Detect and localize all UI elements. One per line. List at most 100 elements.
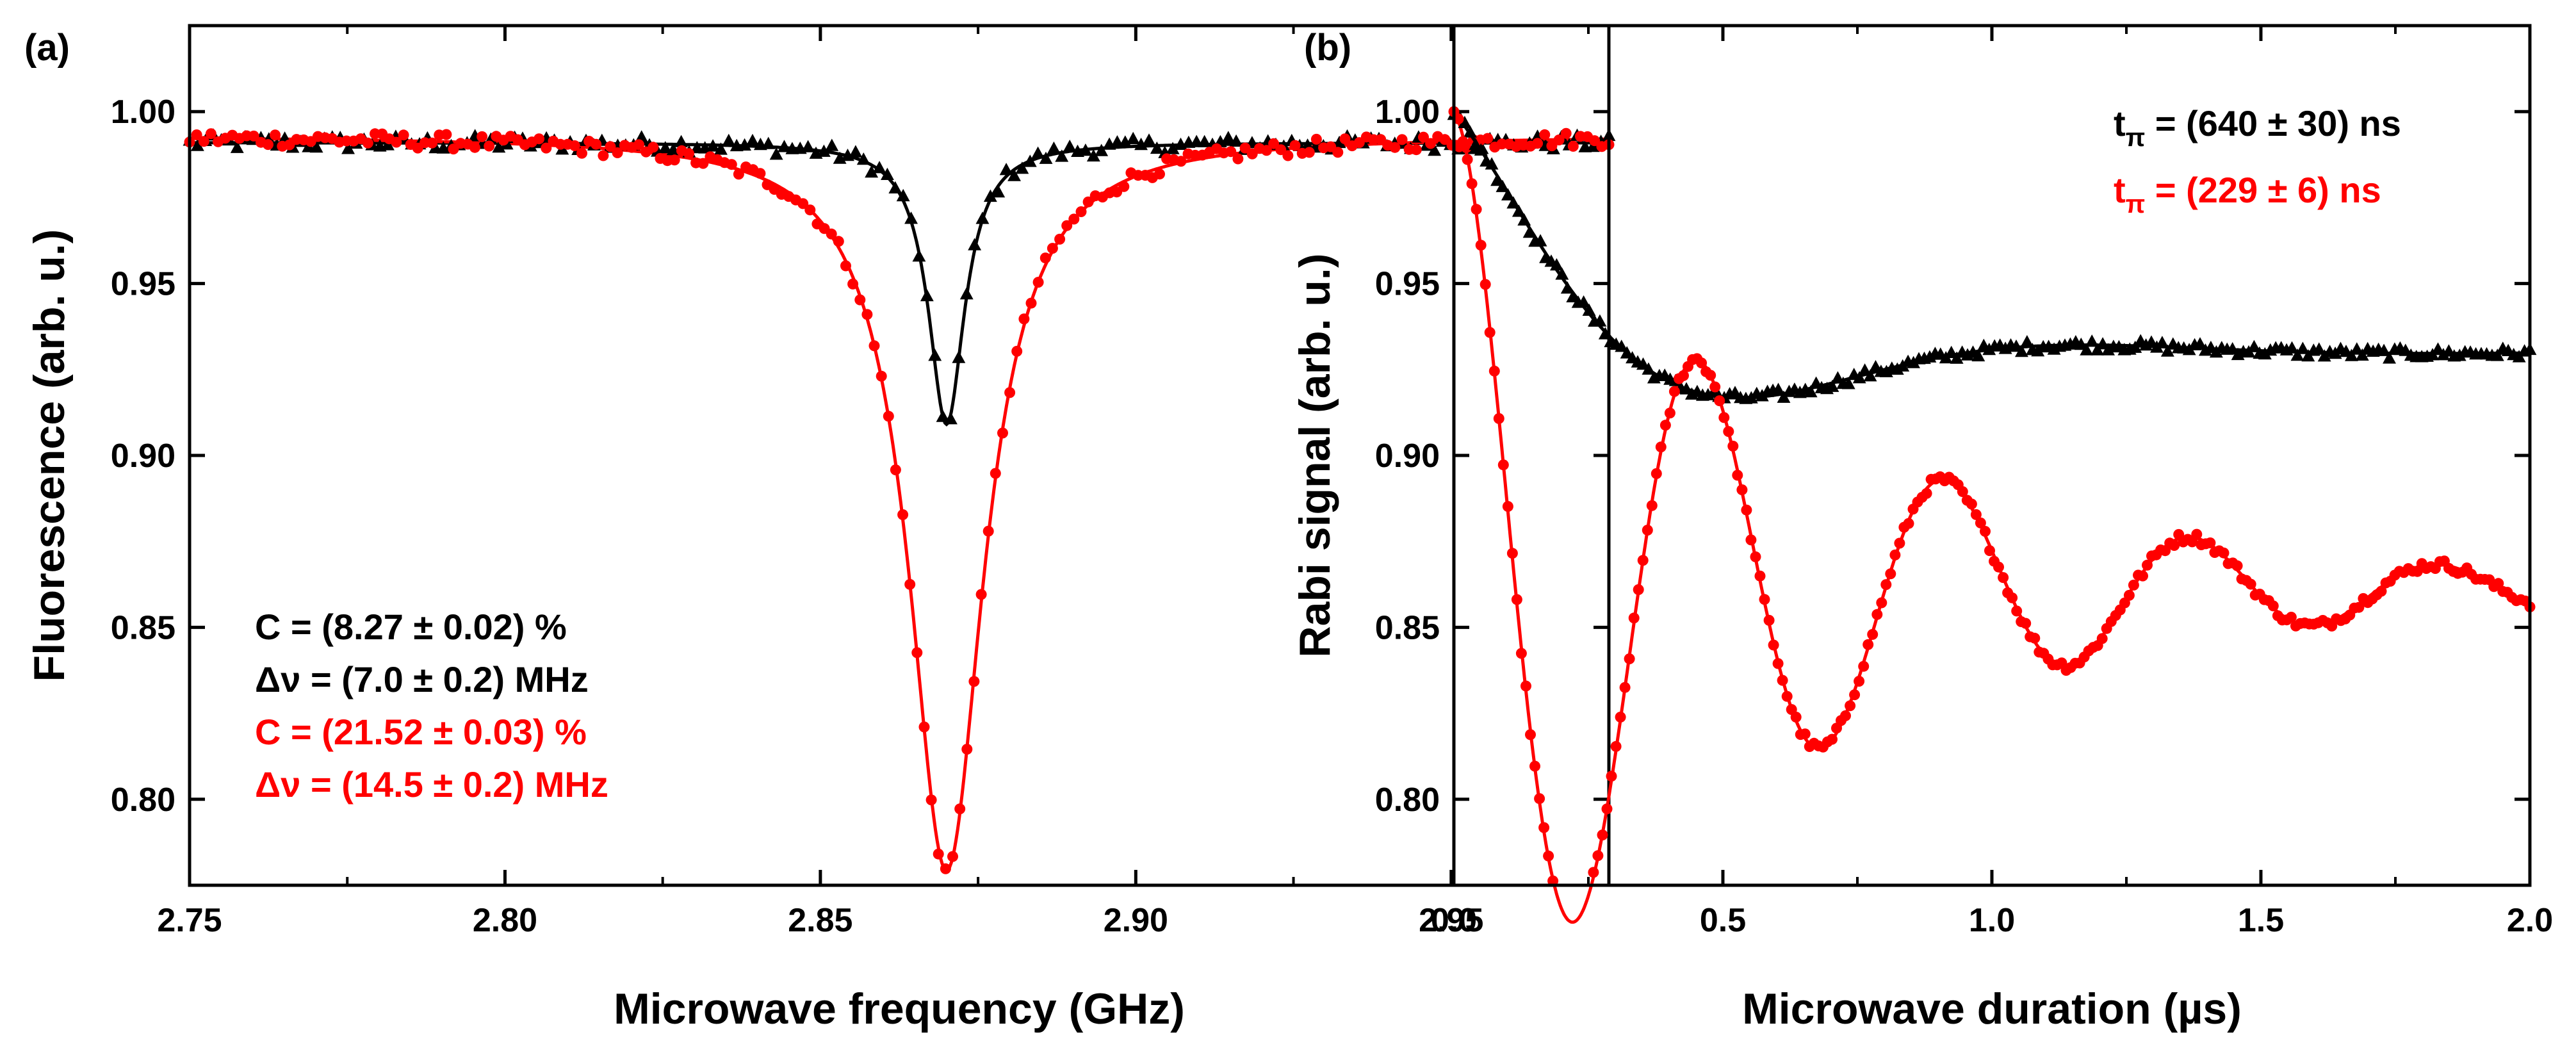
panel-b-data-point-circle [1624, 653, 1635, 664]
panel-b-data-point-triangle [2247, 339, 2261, 352]
panel-b-data-point-circle [1768, 639, 1779, 651]
panel-b-data-point-circle [1709, 381, 1721, 393]
panel-a-data-point-triangle [975, 211, 990, 224]
panel-a-data-point-circle [954, 803, 966, 815]
panel-b-data-point-circle [1480, 279, 1491, 290]
panel-b-data-point-triangle [2355, 348, 2369, 361]
panel-b-y-tick-label: 0.85 [1375, 609, 1440, 646]
panel-b-data-point-triangle [1852, 371, 1866, 384]
panel-a-data-point-triangle [944, 412, 958, 425]
panel-b-data-point-circle [1732, 470, 1743, 481]
panel-a-data-point-triangle [1198, 135, 1212, 147]
panel-a-label: (a) [24, 27, 70, 69]
panel-b-data-point-triangle [1555, 267, 1569, 280]
panel-b-data-point-circle [1885, 568, 1896, 580]
panel-b-data-point-circle [1772, 658, 1784, 669]
panel-b-data-point-triangle [2080, 343, 2094, 356]
panel-a-data-point-circle [1589, 135, 1601, 147]
panel-b-data-point-circle [1975, 517, 1986, 528]
panel-b-data-point-circle [1970, 509, 1982, 520]
panel-a-y-tick-label: 0.85 [111, 609, 175, 646]
panel-a-data-point-triangle [1031, 146, 1045, 159]
panel-a-data-point-circle [362, 137, 373, 149]
panel-a-data-point-circle [890, 464, 901, 475]
panel-a-x-tick-label: 2.75 [157, 902, 222, 939]
panel-a-data-point-circle [1261, 145, 1272, 156]
panel-b-data-point-circle [2137, 570, 2148, 582]
panel-a-data-point-circle [427, 137, 438, 149]
panel-b-data-point-circle [2128, 579, 2139, 591]
panel-a-data-point-circle [1039, 252, 1051, 264]
panel-b-data-point-circle [1457, 136, 1469, 147]
panel-b-data-point-triangle [1490, 174, 1504, 186]
panel-b-data-point-triangle [2290, 348, 2304, 361]
panel-a-data-point-triangle [738, 138, 751, 151]
panel-b-data-point-triangle [1858, 363, 1872, 376]
panel-a-data-point-circle [933, 848, 944, 860]
panel-b-data-point-triangle [1501, 188, 1515, 200]
panel-b-data-point-triangle [1642, 362, 1656, 375]
panel-a-data-point-triangle [849, 145, 863, 158]
panel-a-data-point-circle [1425, 138, 1437, 149]
panel-b-data-point-circle [2411, 566, 2423, 577]
panel-b-data-point-circle [2285, 612, 2297, 623]
panel-a-data-point-circle [1282, 150, 1294, 161]
panel-b-data-point-triangle [1615, 339, 1629, 352]
panel-a-data-point-circle [754, 168, 766, 179]
panel-b-data-point-circle [1727, 441, 1739, 452]
panel-a-y-tick-label: 0.90 [111, 438, 175, 475]
panel-a-x-tick-label: 2.90 [1104, 902, 1168, 939]
panel-a-y-tick-label: 0.95 [111, 266, 175, 303]
panel-a-data-point-triangle [341, 142, 355, 154]
panel-a-data-point-triangle [872, 161, 886, 174]
panel-b-data-point-circle [1880, 579, 1892, 591]
panel-a-data-point-circle [1082, 196, 1094, 208]
panel-b-y-tick-label: 1.00 [1375, 94, 1440, 131]
panel-b-data-point-triangle [2350, 342, 2364, 355]
panel-a-data-point-circle [633, 139, 644, 151]
panel-a-data-point-circle [1539, 129, 1551, 140]
panel-a-data-point-circle [270, 129, 281, 141]
panel-a-data-point-triangle [912, 249, 926, 262]
annotation-contrast-red: C = (21.52 ± 0.03) % [255, 712, 587, 752]
panel-a-data-point-circle [1303, 147, 1315, 158]
panel-b-data-point-circle [1781, 691, 1793, 702]
panel-a-data-point-circle [918, 721, 930, 733]
panel-b-data-point-triangle [2490, 348, 2504, 361]
panel-b-data-point-triangle [1577, 295, 1591, 308]
panel-a-x-tick-label: 2.85 [788, 902, 852, 939]
panel-b-data-point-circle [1511, 594, 1522, 605]
panel-a-data-point-circle [484, 140, 495, 152]
panel-b-data-point-circle [1651, 468, 1662, 479]
panel-a-data-point-triangle [714, 142, 728, 155]
panel-a-data-point-triangle [1150, 141, 1164, 154]
panel-a-data-point-circle [940, 863, 951, 874]
panel-b-data-point-triangle [2452, 348, 2466, 361]
panel-a-x-axis-label: Microwave frequency (GHz) [614, 985, 1185, 1033]
panel-a-data-point-triangle [936, 409, 950, 422]
panel-a-data-point-triangle [1332, 135, 1346, 149]
panel-b-data-point-triangle [1463, 125, 1477, 138]
panel-a-data-point-triangle [1229, 134, 1243, 147]
panel-a-x-tick-label: 2.80 [473, 902, 537, 939]
panel-a-data-point-circle [897, 509, 909, 520]
panel-b-data-point-triangle [2101, 343, 2115, 356]
panel-a-data-point-triangle [1166, 142, 1180, 154]
panel-b-data-point-triangle [1593, 314, 1607, 327]
panel-b-data-point-circle [1619, 682, 1631, 693]
panel-a-data-point-triangle [1134, 137, 1148, 151]
annotation-tpi-red: tπ = (229 ± 6) ns [2114, 170, 2381, 218]
panel-b-data-point-circle [1515, 648, 1527, 659]
panel-b-data-point-circle [1754, 570, 1766, 582]
panel-a-data-point-circle [477, 131, 488, 142]
panel-b-data-point-circle [1984, 545, 1995, 557]
panel-b-data-point-circle [1790, 712, 1802, 723]
panel-a-data-point-circle [1018, 313, 1030, 325]
panel-b-data-point-triangle [1582, 303, 1596, 316]
panel-b-data-point-triangle [1512, 204, 1526, 217]
panel-b-data-point-circle [2218, 547, 2230, 559]
panel-a-data-point-circle [391, 136, 402, 148]
panel-a-data-point-circle [1560, 127, 1572, 139]
panel-a-data-point-circle [968, 676, 980, 687]
panel-b-data-point-triangle [2085, 334, 2099, 347]
